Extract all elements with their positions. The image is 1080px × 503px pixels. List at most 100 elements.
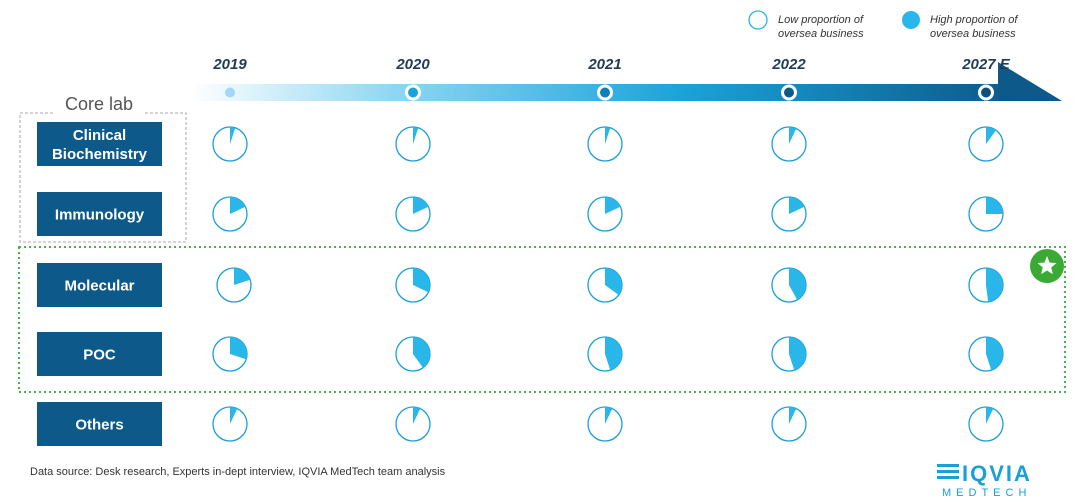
pie-chart (968, 196, 1004, 232)
timeline-dot (597, 84, 613, 101)
pie-chart (771, 406, 807, 442)
category-box-bg (37, 263, 162, 307)
pie-slice (413, 407, 421, 424)
legend-high-label-line2: oversea business (930, 28, 1016, 40)
pie-slice (230, 336, 248, 360)
pie-slice (605, 407, 613, 424)
pie-slice (986, 337, 1004, 371)
pie-slice (789, 268, 807, 300)
pie-chart (587, 406, 623, 442)
pie-slice (605, 197, 621, 214)
pie-chart (587, 336, 623, 372)
pie-slice (230, 127, 236, 144)
timeline-dot (225, 87, 235, 98)
pie-grid (212, 126, 1004, 442)
iqvia-logo: IQVIA MEDTECH (937, 461, 1032, 499)
timeline (190, 62, 1062, 101)
logo-bar-3 (937, 476, 959, 479)
pie-slice (413, 337, 430, 368)
year-labels: 2019 2020 2021 2022 2027 E (212, 56, 1010, 73)
pie-chart (212, 196, 248, 232)
highlight-group-border (18, 246, 1066, 393)
pie-slice (789, 407, 797, 424)
core-lab-label-bg (55, 92, 145, 114)
pie-chart (395, 336, 431, 372)
pie-slice (986, 267, 1004, 302)
pie-chart (216, 267, 252, 303)
category-label: Molecular (64, 278, 134, 295)
pie-slice (413, 268, 430, 293)
category-box-bg (37, 192, 162, 236)
legend: Low proportion of oversea business High … (748, 10, 1018, 40)
year-label: 2021 (587, 56, 621, 73)
category-box-bg (37, 402, 162, 446)
star-icon (1037, 256, 1057, 275)
pie-slice (986, 407, 994, 424)
pie-slice (605, 268, 622, 295)
pie-slice (789, 337, 807, 371)
category-box: Molecular (37, 263, 162, 307)
category-label: POC (83, 347, 116, 364)
pie-slice (413, 127, 419, 144)
year-label: 2020 (395, 56, 430, 73)
pie-chart (395, 267, 431, 303)
logo-bar-2 (937, 470, 959, 473)
timeline-dots (225, 84, 994, 101)
year-label: 2027 E (961, 56, 1011, 73)
pie-slice (986, 197, 1003, 214)
core-lab-label: Core lab (65, 94, 133, 114)
pie-chart (212, 406, 248, 442)
pie-chart (212, 126, 248, 162)
category-box-bg (37, 332, 162, 376)
category-label-line1: Clinical (73, 127, 126, 144)
pie-chart (968, 126, 1004, 162)
pie-chart (771, 267, 807, 303)
pie-chart (771, 336, 807, 372)
category-box-bg (37, 122, 162, 166)
star-badge (1030, 249, 1064, 283)
legend-low-label-line1: Low proportion of (778, 14, 864, 26)
pie-chart (771, 126, 807, 162)
year-label: 2022 (771, 56, 806, 73)
legend-low-label-line2: oversea business (778, 28, 864, 40)
legend-high-label-line1: High proportion of (930, 14, 1018, 26)
category-box: POC (37, 332, 162, 376)
pie-slice (605, 127, 611, 144)
pie-chart (212, 336, 248, 372)
pie-chart (587, 196, 623, 232)
pie-chart (395, 126, 431, 162)
pie-slice (230, 407, 238, 424)
year-label: 2019 (212, 56, 247, 73)
pie-chart (395, 406, 431, 442)
timeline-dot (978, 84, 994, 101)
pie-slice (789, 197, 805, 214)
pie-chart (968, 336, 1004, 372)
pie-chart (771, 196, 807, 232)
category-label: Others (75, 417, 123, 434)
pie-slice (986, 127, 996, 144)
pie-slice (234, 268, 251, 285)
category-label-line2: Biochemistry (52, 146, 148, 163)
category-box: Clinical Biochemistry (37, 122, 162, 166)
timeline-arrowhead (998, 62, 1062, 101)
legend-low-marker (748, 10, 768, 30)
pie-chart (587, 126, 623, 162)
legend-high-marker (902, 11, 920, 29)
category-box: Others (37, 402, 162, 446)
timeline-dot (781, 84, 797, 101)
category-box: Immunology (37, 192, 162, 236)
pie-chart (968, 406, 1004, 442)
pie-slice (605, 337, 623, 371)
pie-slice (413, 197, 429, 214)
category-boxes: Clinical Biochemistry Immunology Molecular P… (37, 122, 162, 446)
brand-subtitle: MEDTECH (942, 487, 1031, 499)
pie-slice (230, 197, 246, 214)
pie-chart (587, 267, 623, 303)
brand-name: IQVIA (962, 461, 1032, 486)
timeline-dot (405, 84, 421, 101)
source-note: Data source: Desk research, Experts in-d… (30, 466, 446, 478)
category-label: Immunology (55, 207, 145, 224)
logo-bar-1 (937, 464, 959, 467)
pie-slice (789, 127, 797, 144)
